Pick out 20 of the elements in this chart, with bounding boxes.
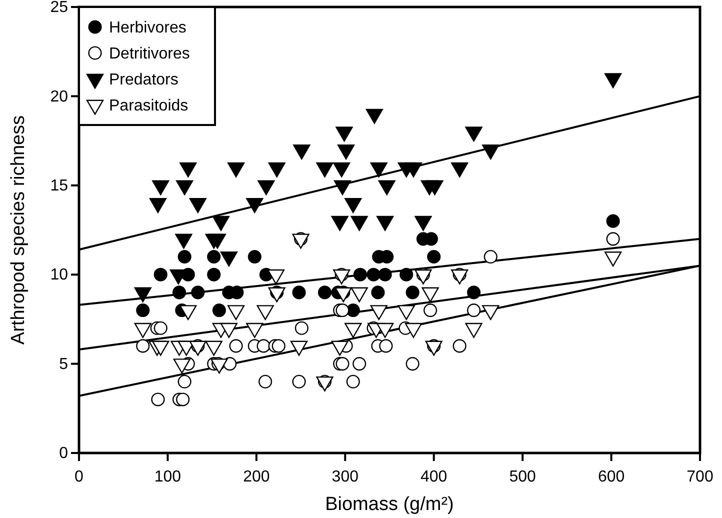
x-tick-label: 200 xyxy=(243,468,270,486)
legend-label: Detritivores xyxy=(109,46,190,63)
x-tick-label: 400 xyxy=(420,468,448,486)
x-axis-title: Biomass (g/m²) xyxy=(325,494,454,515)
y-tick-label: 5 xyxy=(59,356,68,373)
y-tick-label: 20 xyxy=(50,88,68,106)
y-tick-label: 10 xyxy=(50,266,68,284)
y-tick-label: 0 xyxy=(59,445,68,462)
y-axis-title: Arthropod species richness xyxy=(8,115,29,345)
x-tick-label: 300 xyxy=(332,468,359,486)
x-tick-label: 600 xyxy=(598,468,625,486)
x-tick-label: 100 xyxy=(154,468,182,486)
x-tick-label: 0 xyxy=(74,468,84,486)
x-tick-label: 500 xyxy=(509,468,536,486)
legend-label: Parasitoids xyxy=(109,98,188,115)
legend-label: Herbivores xyxy=(109,20,186,37)
legend-label: Predators xyxy=(109,72,178,89)
x-tick-label: 700 xyxy=(686,468,714,486)
y-tick-label: 15 xyxy=(50,178,68,195)
y-tick-label: 25 xyxy=(50,0,68,16)
